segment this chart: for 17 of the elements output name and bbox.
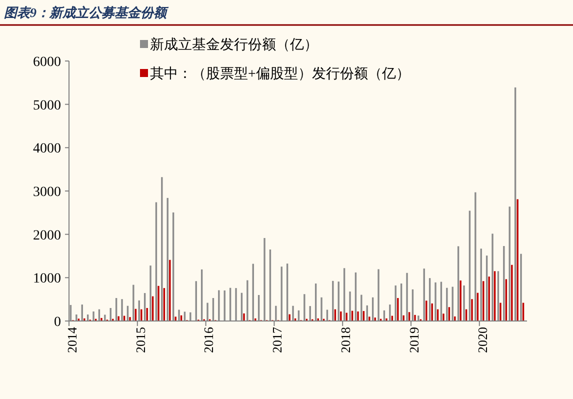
y-tick-label: 2000	[33, 228, 61, 244]
x-tick-label: 2014	[64, 326, 80, 353]
y-tick-label: 5000	[33, 98, 61, 114]
chart-title: 图表9：新成立公募基金份额	[4, 5, 170, 20]
x-tick-label: 2020	[474, 327, 490, 353]
x-tick-label: 2019	[406, 327, 422, 353]
x-tick-label: 2015	[132, 327, 148, 353]
y-tick-label: 6000	[33, 55, 61, 70]
y-tick-label: 0	[54, 315, 61, 330]
legend-label: 新成立基金发行份额（亿）	[150, 37, 318, 53]
y-tick-label: 1000	[33, 272, 61, 287]
y-tick-label: 4000	[33, 142, 61, 157]
y-tick-label: 3000	[33, 185, 61, 200]
legend-label: 其中：（股票型+偏股型）发行份额（亿）	[150, 66, 410, 82]
x-tick-label: 2018	[338, 327, 353, 353]
x-tick-label: 2017	[270, 326, 285, 353]
x-tick-label: 2016	[201, 326, 216, 353]
